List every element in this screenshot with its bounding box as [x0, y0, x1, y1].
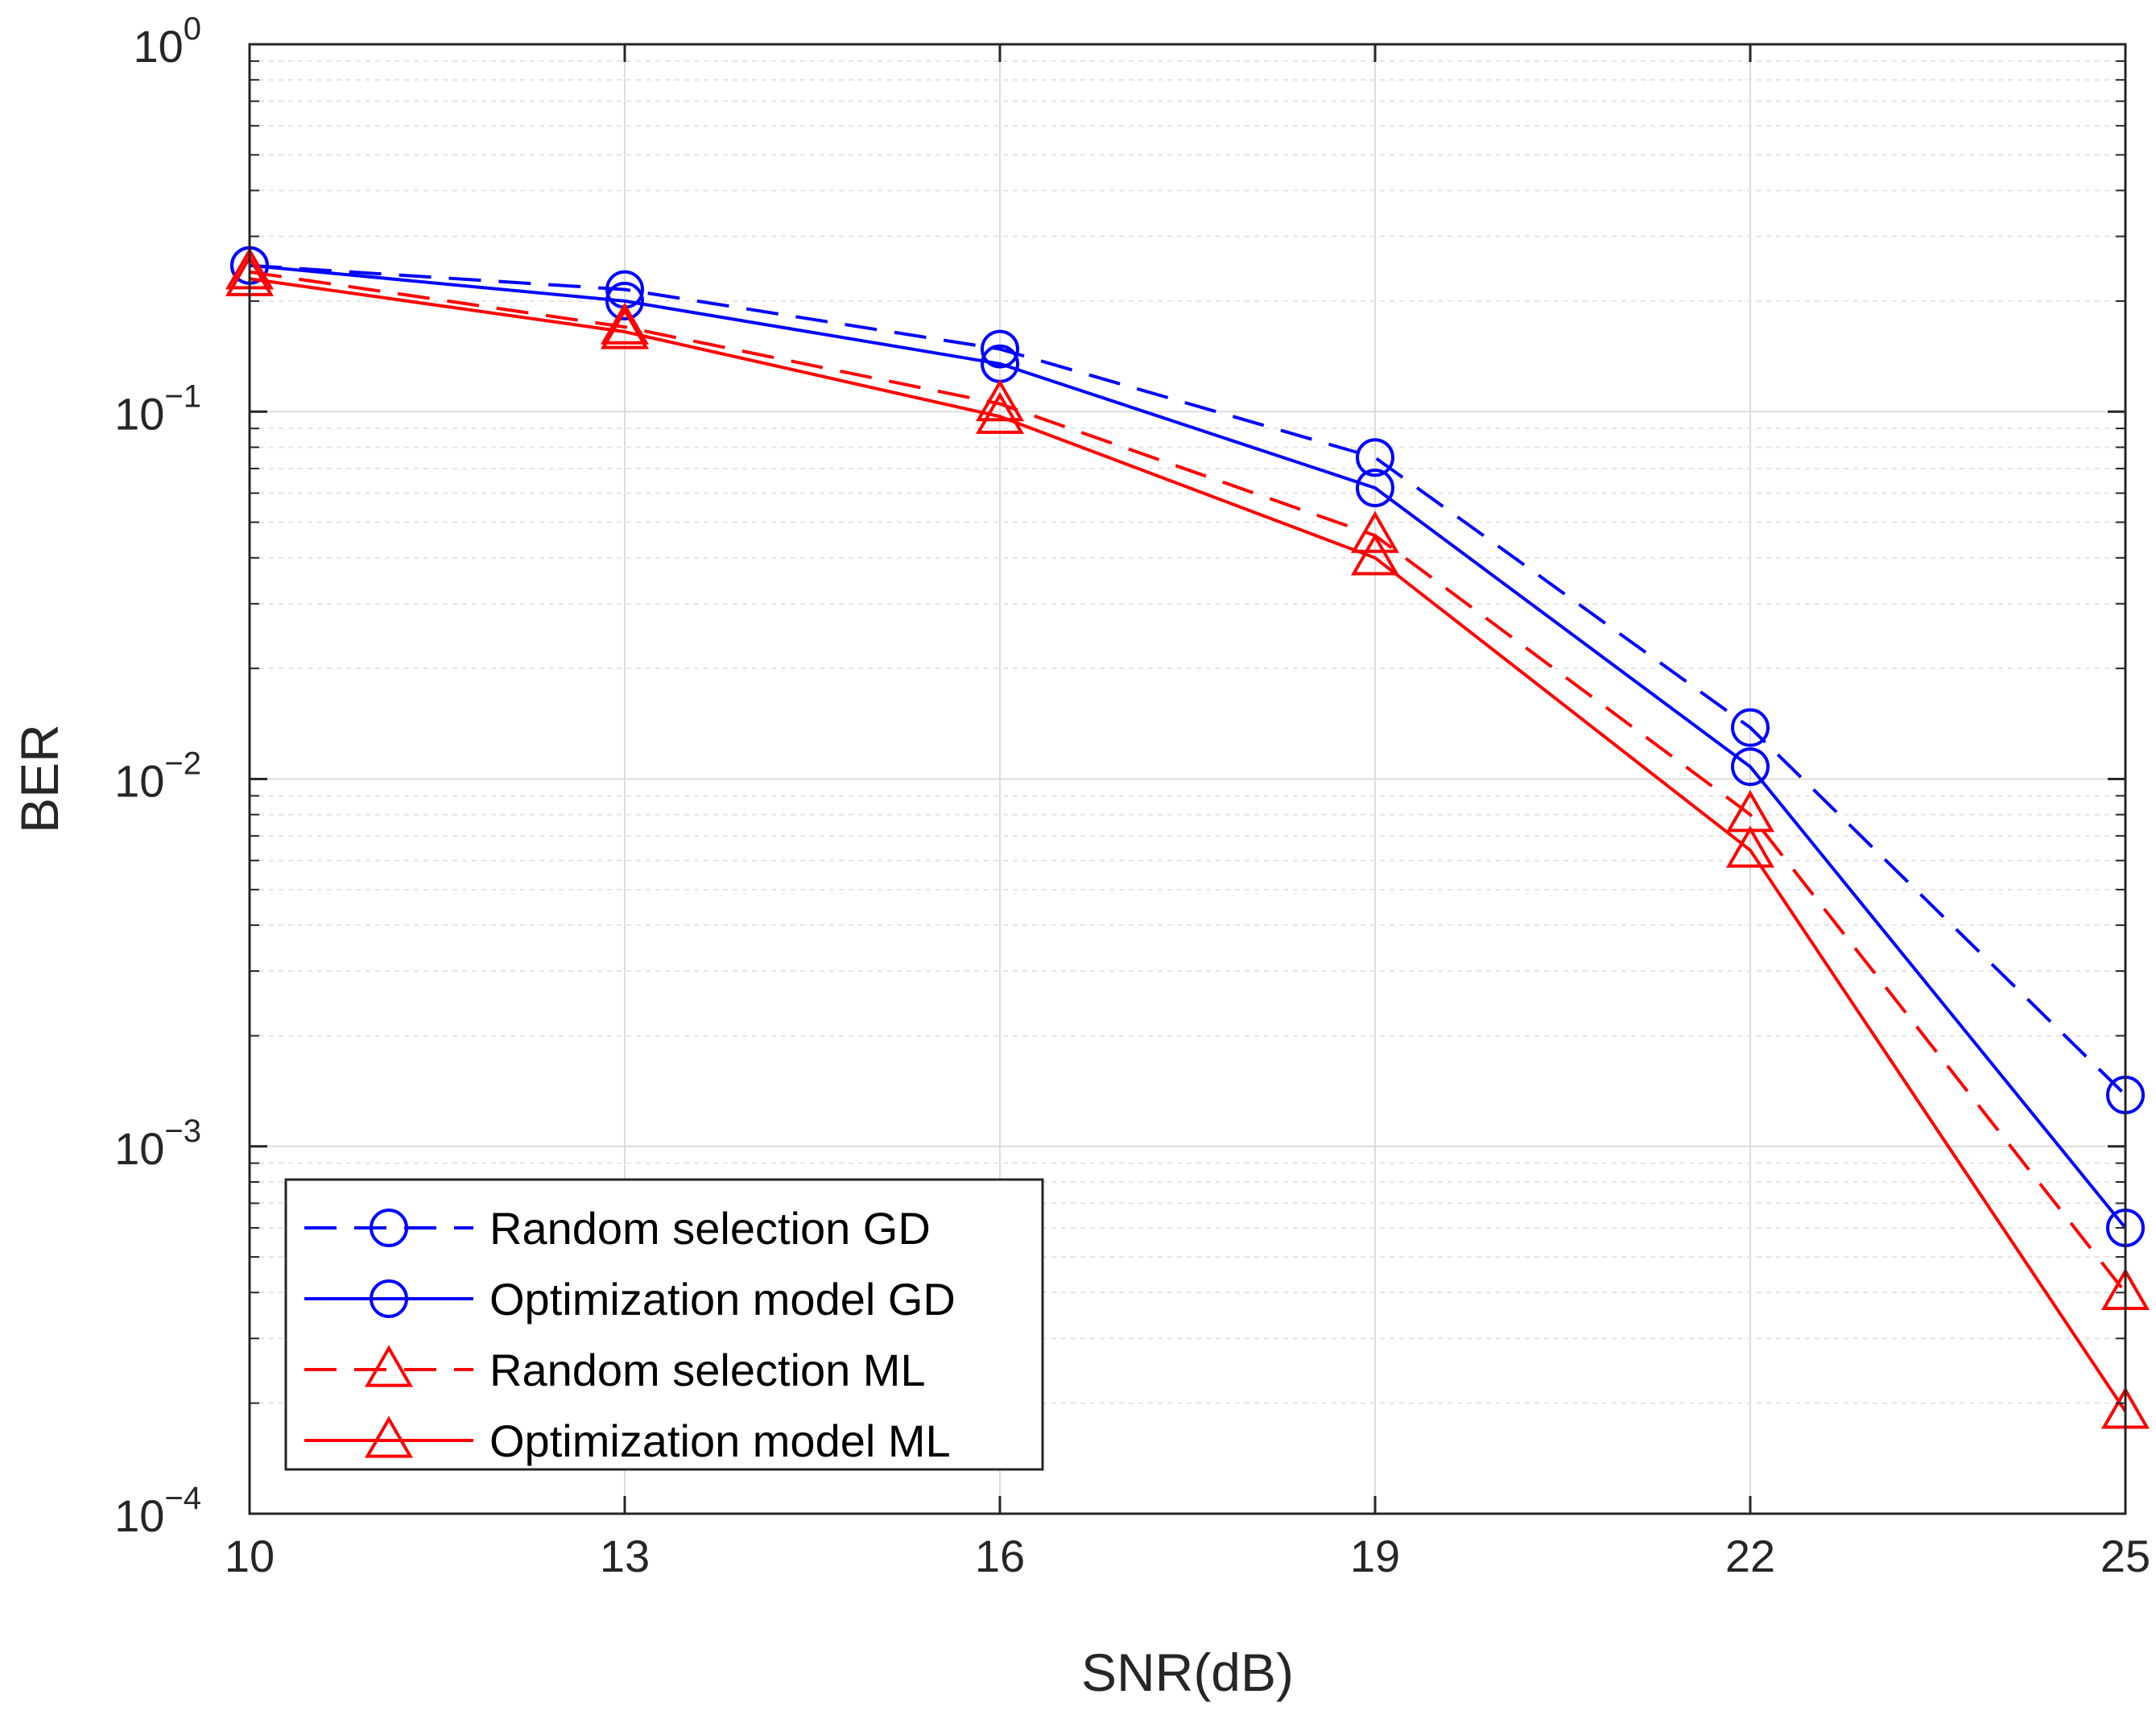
data-point-triangle: [975, 391, 1025, 434]
data-point-triangle: [1725, 825, 1775, 868]
series-4: [225, 254, 2150, 1429]
y-tick-base: 10: [114, 1490, 164, 1541]
legend: Random selection GD Optimization model GD…: [284, 1178, 1044, 1471]
data-point-circle: [370, 1209, 408, 1247]
x-tick-label: 19: [1350, 1531, 1400, 1581]
y-axis-label: BER: [10, 724, 69, 833]
data-point-circle: [981, 329, 1019, 369]
series-line: [249, 263, 2127, 1097]
series-line: [249, 263, 2127, 1229]
y-tick-exponent: −3: [164, 1114, 201, 1149]
series-line: [249, 277, 2127, 1412]
y-tick-label: 10−2: [114, 746, 201, 807]
data-point-triangle: [364, 1345, 414, 1387]
y-tick-label: 10−1: [114, 378, 201, 439]
y-tick-label: 100: [133, 11, 201, 72]
y-tick-exponent: 0: [184, 11, 201, 47]
series-line: [249, 270, 2127, 1294]
data-point-circle: [605, 281, 644, 320]
y-tick-label: 10−3: [114, 1114, 201, 1174]
y-tick-base: 10: [133, 21, 183, 72]
data-point-circle: [1356, 468, 1394, 507]
data-point-circle: [1356, 438, 1394, 477]
y-tick-base: 10: [114, 756, 164, 807]
data-point-circle: [370, 1279, 408, 1318]
legend-label: Random selection GD: [489, 1203, 931, 1254]
legend-label: Optimization model GD: [489, 1274, 956, 1324]
y-tick-exponent: −2: [164, 746, 201, 782]
x-tick-label: 25: [2100, 1531, 2150, 1581]
data-point-circle: [1731, 747, 1770, 787]
y-tick-label: 10−4: [114, 1481, 201, 1541]
x-tick-label: 16: [975, 1531, 1025, 1581]
data-point-triangle: [600, 302, 650, 345]
y-tick-exponent: −4: [164, 1481, 201, 1516]
data-point-triangle: [1350, 533, 1400, 576]
x-tick-label: 10: [225, 1531, 275, 1581]
y-tick-base: 10: [114, 1123, 164, 1174]
legend-label: Optimization model ML: [489, 1415, 951, 1466]
data-point-triangle: [1350, 510, 1400, 553]
y-tick-base: 10: [114, 388, 164, 439]
series-group: [225, 246, 2150, 1429]
data-point-triangle: [600, 307, 650, 349]
legend-label: Random selection ML: [489, 1345, 926, 1395]
data-point-triangle: [975, 379, 1025, 422]
y-tick-exponent: −1: [164, 378, 201, 414]
data-point-triangle: [364, 1415, 414, 1458]
x-axis-label: SNR(dB): [1081, 1643, 1294, 1702]
x-tick-label: 13: [600, 1531, 650, 1581]
x-tick-label: 22: [1725, 1531, 1775, 1581]
data-point-circle: [1731, 708, 1770, 747]
